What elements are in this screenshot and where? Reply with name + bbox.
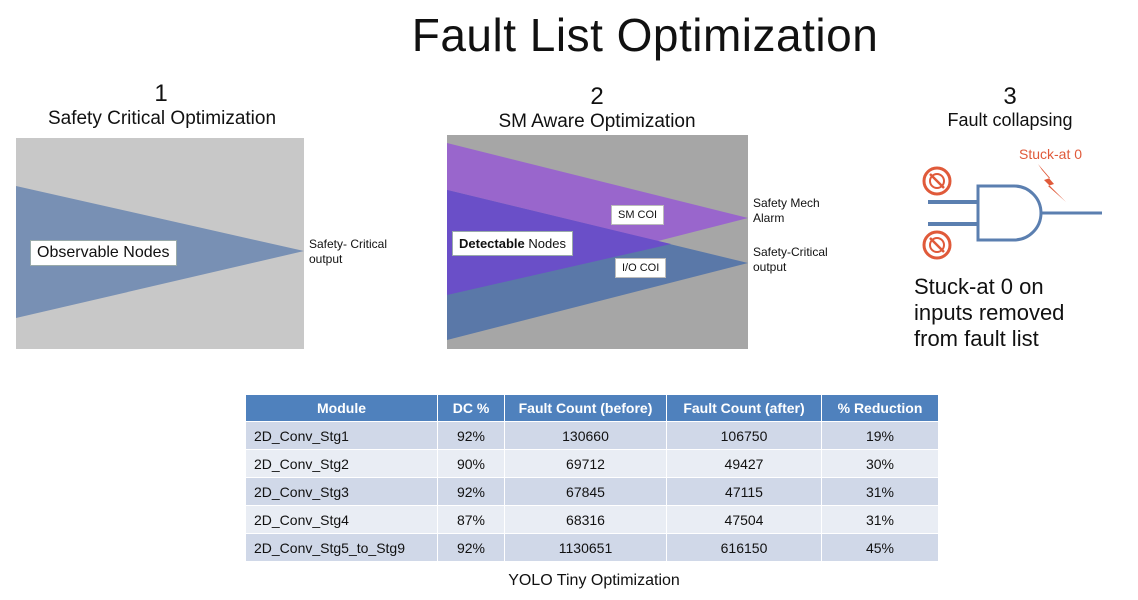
section-1-title: Safety Critical Optimization [47, 108, 277, 129]
safety-critical-output-label-2: Safety-Critical output [753, 245, 828, 274]
section-1-number: 1 [154, 80, 168, 107]
cell-dc: 92% [437, 421, 505, 450]
column-header-dc: DC % [437, 394, 505, 422]
cell-reduction: 19% [821, 421, 939, 450]
table-row: 2D_Conv_Stg2 90% 69712 49427 30% [245, 449, 939, 478]
cell-reduction: 45% [821, 533, 939, 562]
section-3-title: Fault collapsing [947, 110, 1073, 130]
lightning-bolt-icon [1038, 164, 1066, 202]
table-caption: YOLO Tiny Optimization [508, 572, 680, 589]
cell-dc: 92% [437, 477, 505, 506]
cell-reduction: 31% [821, 477, 939, 506]
and-gate-icon [976, 184, 1043, 242]
section-2-title: SM Aware Optimization [498, 111, 696, 132]
cell-fault-after: 616150 [666, 533, 822, 562]
cell-fault-after: 106750 [666, 421, 822, 450]
cell-fault-before: 1130651 [504, 533, 667, 562]
cell-fault-before: 67845 [504, 477, 667, 506]
cell-module: 2D_Conv_Stg1 [245, 421, 438, 450]
page-title: Fault List Optimization [411, 9, 879, 61]
table-row: 2D_Conv_Stg3 92% 67845 47115 31% [245, 477, 939, 506]
io-coi-label: I/O COI [615, 258, 667, 278]
removed-fault-icon-1 [922, 166, 952, 196]
column-header-module: Module [245, 394, 438, 422]
column-header-reduction: % Reduction [821, 394, 939, 422]
column-header-fault-after: Fault Count (after) [666, 394, 822, 422]
cell-fault-before: 130660 [504, 421, 667, 450]
section-3-number: 3 [1003, 83, 1017, 110]
optimization-table: Module DC % Fault Count (before) Fault C… [245, 394, 939, 562]
cell-reduction: 30% [821, 449, 939, 478]
cell-fault-after: 47504 [666, 505, 822, 534]
column-header-fault-before: Fault Count (before) [504, 394, 667, 422]
sm-coi-label: SM COI [611, 205, 665, 225]
cell-fault-after: 47115 [666, 477, 822, 506]
removed-fault-icon-2 [922, 230, 952, 260]
table-row: 2D_Conv_Stg4 87% 68316 47504 31% [245, 505, 939, 534]
cell-module: 2D_Conv_Stg2 [245, 449, 438, 478]
cell-dc: 87% [437, 505, 505, 534]
table-row: 2D_Conv_Stg1 92% 130660 106750 19% [245, 421, 939, 450]
cell-dc: 90% [437, 449, 505, 478]
fault-collapsing-note: Stuck-at 0 on inputs removed from fault … [914, 274, 1065, 351]
stuck-at-label: Stuck-at 0 [1019, 146, 1083, 162]
cell-module: 2D_Conv_Stg3 [245, 477, 438, 506]
cell-fault-before: 69712 [504, 449, 667, 478]
cell-dc: 92% [437, 533, 505, 562]
cell-reduction: 31% [821, 505, 939, 534]
safety-mech-alarm-label: Safety Mech Alarm [753, 196, 820, 225]
cell-module: 2D_Conv_Stg4 [245, 505, 438, 534]
cell-fault-after: 49427 [666, 449, 822, 478]
section-2-number: 2 [590, 83, 604, 110]
detectable-nodes-label: Detectable Nodes [452, 231, 573, 256]
observable-nodes-label: Observable Nodes [30, 240, 177, 266]
table-header-row: Module DC % Fault Count (before) Fault C… [245, 394, 939, 422]
safety-critical-output-label: Safety- Critical output [309, 237, 388, 266]
cell-module: 2D_Conv_Stg5_to_Stg9 [245, 533, 438, 562]
fault-collapsing-diagram [922, 164, 1102, 260]
cell-fault-before: 68316 [504, 505, 667, 534]
table-row: 2D_Conv_Stg5_to_Stg9 92% 1130651 616150 … [245, 533, 939, 562]
